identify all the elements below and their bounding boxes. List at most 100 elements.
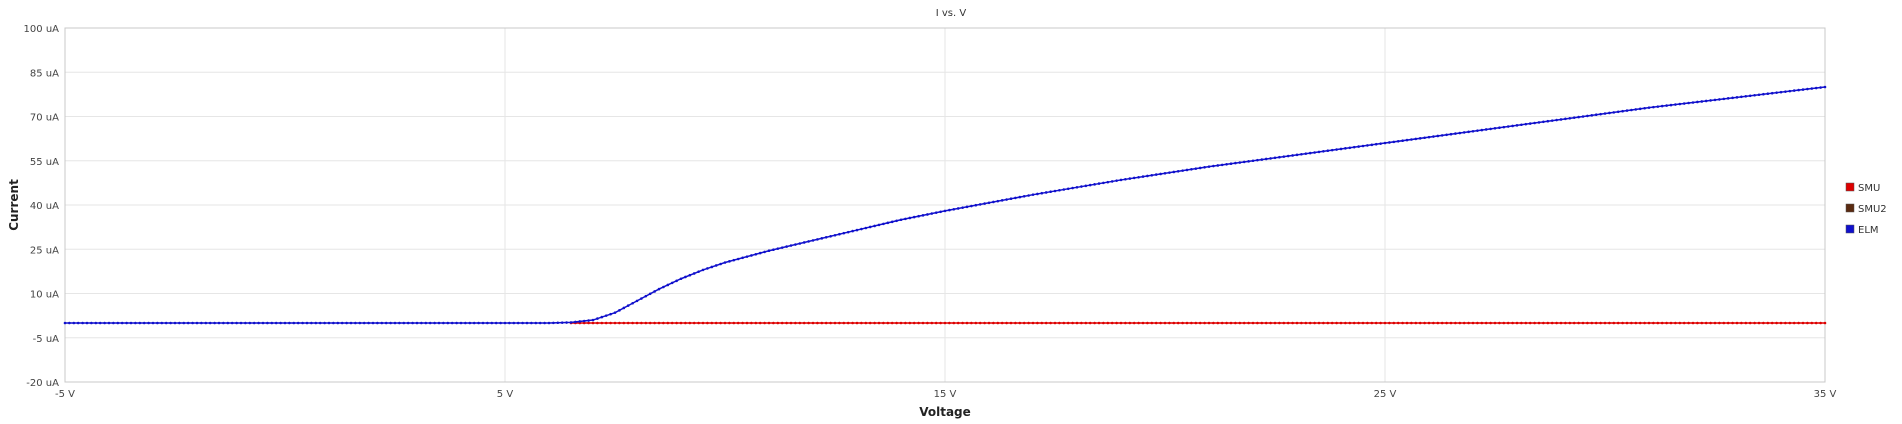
data-point <box>1806 87 1809 91</box>
data-point <box>1480 128 1484 132</box>
data-point <box>1282 155 1286 158</box>
data-point <box>1700 321 1704 325</box>
data-point <box>1330 148 1334 152</box>
data-point <box>85 321 89 325</box>
data-point <box>882 321 885 325</box>
data-point <box>222 321 225 325</box>
data-point <box>1753 93 1756 97</box>
data-point <box>1062 188 1066 191</box>
data-point <box>719 262 722 266</box>
data-point <box>679 277 683 281</box>
data-point <box>829 234 832 238</box>
data-point <box>666 283 670 287</box>
series-layer <box>63 85 1827 325</box>
data-point <box>626 304 630 307</box>
data-point <box>758 251 762 255</box>
data-point <box>1410 321 1413 325</box>
data-point <box>820 321 824 325</box>
data-point <box>1458 131 1462 135</box>
data-point <box>1630 321 1633 325</box>
data-point <box>1352 321 1356 325</box>
data-point <box>472 321 476 325</box>
data-point <box>701 268 705 272</box>
data-point <box>1361 321 1365 325</box>
data-point <box>411 321 414 325</box>
data-point <box>1766 92 1770 96</box>
data-point <box>1295 153 1299 157</box>
data-point <box>688 321 692 325</box>
data-point <box>1005 198 1008 201</box>
data-point <box>261 321 265 325</box>
data-point <box>1401 139 1404 142</box>
data-point <box>354 321 357 325</box>
data-point <box>565 321 568 324</box>
data-point <box>1625 321 1629 325</box>
data-point <box>1159 321 1162 325</box>
data-point <box>921 321 925 325</box>
data-point <box>1621 109 1624 113</box>
data-point <box>1097 182 1101 185</box>
data-point <box>1656 105 1660 108</box>
data-point <box>1432 135 1435 138</box>
data-point <box>1216 321 1220 325</box>
data-point <box>996 199 1000 203</box>
data-point <box>450 321 454 325</box>
data-point <box>807 321 810 325</box>
data-point <box>1436 134 1440 138</box>
data-point <box>1735 321 1739 325</box>
data-point <box>917 214 920 218</box>
data-point <box>868 321 872 325</box>
series-elm <box>63 85 1827 325</box>
data-point <box>1335 321 1338 325</box>
data-point <box>934 211 938 214</box>
data-point <box>420 321 423 325</box>
data-point <box>1546 119 1550 123</box>
data-point <box>882 222 885 226</box>
data-point <box>477 321 480 325</box>
data-point <box>1044 321 1048 325</box>
data-point <box>741 256 744 260</box>
data-point <box>1471 321 1475 325</box>
data-point <box>1528 122 1532 125</box>
data-point <box>1260 321 1264 325</box>
data-point <box>1207 165 1211 168</box>
data-point <box>182 321 186 325</box>
data-point <box>1489 321 1492 325</box>
data-point <box>961 206 964 209</box>
data-point <box>1788 321 1792 325</box>
data-point <box>1141 321 1145 325</box>
data-point <box>1533 321 1536 325</box>
data-point <box>670 321 674 325</box>
data-point <box>160 321 164 325</box>
data-point <box>208 321 212 325</box>
data-point <box>296 321 300 325</box>
data-point <box>1568 321 1572 325</box>
data-point <box>736 321 740 325</box>
data-point <box>908 321 912 325</box>
data-point <box>1009 321 1013 325</box>
data-point <box>675 279 678 283</box>
data-point <box>1203 321 1206 325</box>
data-point <box>908 216 912 220</box>
data-point <box>706 321 709 325</box>
data-point <box>1119 178 1123 182</box>
data-point <box>376 321 379 325</box>
data-point <box>1630 108 1633 112</box>
data-point <box>1027 321 1030 325</box>
data-point <box>785 321 788 325</box>
data-point <box>1722 321 1726 325</box>
data-point <box>864 321 868 325</box>
data-point <box>1555 321 1558 325</box>
data-point <box>710 265 714 269</box>
data-point <box>1141 175 1145 178</box>
y-tick-label: 10 uA <box>30 290 59 301</box>
data-point <box>226 321 230 325</box>
data-point <box>1273 156 1277 160</box>
data-point <box>750 254 753 257</box>
data-point <box>310 321 313 325</box>
data-point <box>1801 321 1805 325</box>
data-point <box>107 321 111 325</box>
data-point <box>1040 321 1044 325</box>
data-point <box>1137 175 1140 179</box>
